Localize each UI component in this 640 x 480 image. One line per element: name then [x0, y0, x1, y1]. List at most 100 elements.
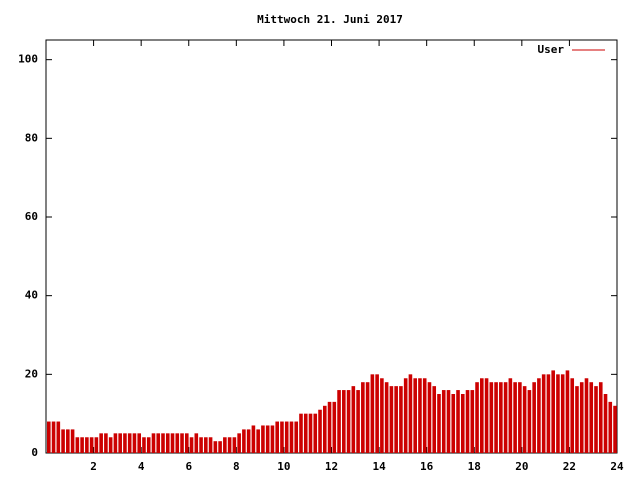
impulse — [437, 394, 441, 453]
impulse — [99, 433, 103, 453]
impulse — [346, 390, 351, 453]
impulse — [494, 382, 498, 453]
impulse — [565, 370, 570, 453]
impulse — [303, 413, 308, 453]
impulse — [380, 378, 384, 453]
impulse — [313, 413, 318, 453]
impulse — [308, 413, 313, 453]
x-tick-label: 2 — [90, 460, 97, 473]
impulse — [270, 425, 275, 453]
y-tick-label: 0 — [31, 446, 38, 459]
impulse — [89, 437, 94, 453]
impulse — [508, 378, 513, 453]
impulse — [361, 382, 365, 453]
x-tick-label: 16 — [420, 460, 434, 473]
impulse — [570, 378, 575, 453]
impulse — [337, 390, 341, 453]
impulse — [613, 405, 617, 453]
x-tick-label: 6 — [185, 460, 192, 473]
impulse — [156, 433, 161, 453]
impulse — [356, 390, 360, 453]
impulse — [184, 433, 189, 453]
impulse — [127, 433, 132, 453]
impulse — [579, 382, 584, 453]
impulse — [142, 437, 146, 453]
impulse — [422, 378, 427, 453]
impulse — [575, 386, 579, 453]
impulse — [413, 378, 417, 453]
impulse — [537, 378, 541, 453]
y-tick-label: 80 — [25, 131, 38, 144]
impulse — [375, 374, 379, 453]
impulse — [199, 437, 203, 453]
impulse — [365, 382, 370, 453]
impulse — [342, 390, 346, 453]
impulse — [608, 401, 613, 453]
x-tick-label: 22 — [563, 460, 576, 473]
x-tick-label: 8 — [233, 460, 240, 473]
x-tick-label: 18 — [468, 460, 481, 473]
impulse — [104, 433, 108, 453]
impulse — [299, 413, 303, 453]
impulse — [242, 429, 246, 453]
impulse — [560, 374, 565, 453]
impulse — [175, 433, 180, 453]
impulse — [399, 386, 403, 453]
impulse — [237, 433, 241, 453]
impulse — [85, 437, 89, 453]
impulse — [427, 382, 432, 453]
y-tick-label: 40 — [25, 289, 38, 302]
chart-title: Mittwoch 21. Juni 2017 — [257, 13, 403, 26]
impulse — [208, 437, 213, 453]
impulse — [61, 429, 65, 453]
impulse — [123, 433, 127, 453]
impulse — [527, 390, 532, 453]
impulse — [280, 421, 284, 453]
impulse — [465, 390, 470, 453]
y-tick-label: 100 — [18, 53, 38, 66]
impulse — [489, 382, 494, 453]
impulse — [132, 433, 137, 453]
impulse — [432, 386, 437, 453]
x-tick-label: 10 — [277, 460, 290, 473]
impulse — [118, 433, 122, 453]
impulse — [151, 433, 156, 453]
impulse — [480, 378, 484, 453]
impulse — [589, 382, 594, 453]
impulse — [389, 386, 394, 453]
impulse — [284, 421, 289, 453]
x-tick-label: 14 — [372, 460, 386, 473]
impulse — [218, 441, 222, 453]
impulse — [189, 437, 194, 453]
impulse — [499, 382, 503, 453]
impulse — [113, 433, 118, 453]
impulse — [541, 374, 546, 453]
impulse — [261, 425, 265, 453]
impulse — [532, 382, 536, 453]
impulse — [227, 437, 232, 453]
impulse — [66, 429, 70, 453]
impulse — [418, 378, 422, 453]
impulse — [70, 429, 75, 453]
impulse — [289, 421, 294, 453]
impulse — [522, 386, 527, 453]
y-tick-label: 20 — [25, 367, 38, 380]
impulse — [94, 437, 99, 453]
impulse — [475, 382, 479, 453]
impulse — [251, 425, 256, 453]
impulse — [484, 378, 489, 453]
impulse — [584, 378, 589, 453]
impulse — [370, 374, 375, 453]
impulse — [275, 421, 279, 453]
impulse — [294, 421, 299, 453]
impulse — [232, 437, 237, 453]
x-tick-label: 12 — [325, 460, 338, 473]
impulse — [351, 386, 356, 453]
impulse — [246, 429, 251, 453]
impulse — [603, 394, 608, 453]
plot-border — [45, 39, 618, 454]
x-tick-label: 24 — [610, 460, 624, 473]
impulse — [384, 382, 389, 453]
y-tick-label: 60 — [25, 210, 38, 223]
impulse — [451, 394, 456, 453]
